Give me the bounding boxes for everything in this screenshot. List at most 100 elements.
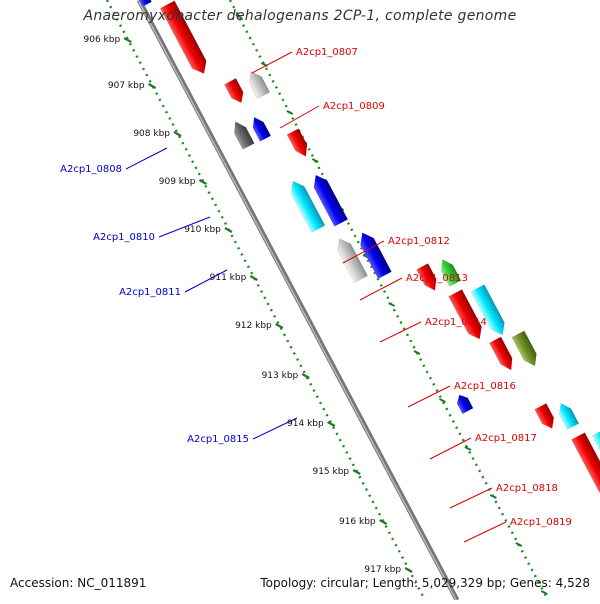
label-0808-leader — [125, 147, 168, 170]
tick-label: 911 kbp — [210, 273, 247, 283]
label-0807: A2cp1_0807 — [296, 47, 358, 58]
label-0816: A2cp1_0816 — [454, 381, 516, 392]
accession-text: Accession: NC_011891 — [10, 576, 147, 590]
gene-0807-shape — [159, 0, 207, 74]
tick-label: 914 kbp — [287, 419, 324, 429]
label-0811-leader — [184, 269, 228, 293]
tick-label: 916 kbp — [339, 517, 376, 527]
gene-0816a — [534, 403, 555, 429]
gene-0813a — [448, 289, 482, 340]
tick-label: 908 kbp — [133, 129, 170, 139]
gene-gray-fwd-shape — [248, 71, 271, 100]
ruler-major-tick — [404, 567, 413, 573]
tick-label: 915 kbp — [312, 467, 349, 477]
gene-0808a-shape — [234, 121, 255, 150]
ruler-minor-tick — [489, 494, 497, 499]
gene-0811 — [360, 232, 392, 280]
label-0815: A2cp1_0815 — [187, 434, 249, 445]
label-0810-leader — [158, 216, 211, 238]
ruler-major-tick — [327, 421, 336, 427]
label-0817: A2cp1_0817 — [475, 433, 537, 444]
ruler-major-tick — [379, 519, 388, 525]
tick-label: 907 kbp — [108, 81, 145, 91]
label-0814: A2cp1_0814 — [425, 317, 487, 328]
label-0808: A2cp1_0808 — [60, 164, 122, 175]
ruler-major-tick — [352, 469, 361, 475]
gene-gray-fwd — [248, 71, 271, 100]
gene-forward-small — [224, 78, 244, 103]
gene-top-blue-shape — [137, 0, 152, 7]
label-0811: A2cp1_0811 — [119, 287, 181, 298]
ruler-minor-tick — [235, 14, 243, 19]
gene-0816 — [559, 403, 580, 430]
gene-0814a-shape — [489, 336, 513, 371]
gene-0810-shape — [313, 174, 349, 227]
genome-backbone-highlight — [137, 0, 457, 601]
label-0815-leader — [252, 417, 298, 440]
genome-summary-text: Topology: circular; Length: 5,029,329 bp… — [260, 576, 590, 590]
label-0812-leader — [342, 240, 385, 264]
gene-0809-shape — [286, 128, 308, 157]
label-0814-leader — [379, 321, 422, 343]
ruler-minor-tick — [464, 446, 472, 451]
tick-label: 909 kbp — [159, 177, 196, 187]
gene-0812-shape — [440, 259, 462, 287]
gene-0816a-shape — [534, 403, 555, 429]
tick-label: 917 kbp — [364, 565, 401, 575]
gene-0810 — [313, 174, 349, 227]
ruler-minor-tick — [515, 542, 523, 547]
ruler-rail — [228, 0, 550, 601]
gene-0812a-shape — [416, 263, 437, 291]
label-0819: A2cp1_0819 — [510, 517, 572, 528]
label-0818: A2cp1_0818 — [496, 483, 558, 494]
ruler-minor-tick — [311, 158, 319, 163]
gene-0816-shape — [559, 403, 580, 430]
ruler-major-tick — [148, 83, 157, 89]
tick-label: 912 kbp — [235, 321, 272, 331]
gene-0809 — [286, 128, 308, 157]
ruler-minor-tick — [540, 590, 548, 595]
label-0816-leader — [407, 385, 451, 408]
gene-0815 — [456, 394, 474, 415]
label-0813: A2cp1_0813 — [406, 273, 468, 284]
gene-forward-small-shape — [224, 78, 244, 103]
gene-0808-shape — [252, 117, 272, 142]
tick-label: 910 kbp — [184, 225, 221, 235]
gene-0813-shape — [470, 284, 505, 336]
gene-top-blue — [137, 0, 152, 7]
gene-0808a — [234, 121, 255, 150]
gene-0811a — [337, 238, 369, 284]
gene-0811-shape — [360, 232, 392, 280]
ruler-rail — [105, 0, 427, 601]
gene-0813 — [470, 284, 505, 336]
gene-0817 — [571, 432, 600, 499]
gene-0814 — [511, 330, 537, 367]
ruler-major-tick — [249, 275, 258, 281]
genome-backbone — [136, 0, 460, 602]
label-0809-leader — [279, 105, 320, 129]
gene-0814a — [489, 336, 513, 371]
label-0807-leader — [251, 51, 293, 74]
ruler-minor-tick — [439, 398, 446, 403]
label-0813-leader — [359, 277, 403, 301]
ruler-major-tick — [123, 37, 132, 43]
gene-0817-shape — [571, 432, 600, 499]
label-0818-leader — [449, 487, 493, 509]
gene-layer — [137, 0, 600, 499]
gene-0810a — [290, 180, 326, 233]
ruler-major-tick — [224, 227, 233, 233]
gene-0810a-shape — [290, 180, 326, 233]
gene-0814-shape — [511, 330, 537, 367]
gene-0807 — [159, 0, 207, 74]
tick-label: 913 kbp — [262, 371, 299, 381]
label-0817-leader — [429, 437, 472, 460]
ruler-major-tick — [275, 323, 284, 329]
ruler-major-tick — [198, 179, 208, 185]
gene-0811a-shape — [337, 238, 369, 284]
ruler-minor-tick — [286, 110, 294, 115]
ruler-major-tick — [173, 131, 182, 137]
label-0809: A2cp1_0809 — [323, 101, 385, 112]
backbone-layer — [136, 0, 460, 602]
